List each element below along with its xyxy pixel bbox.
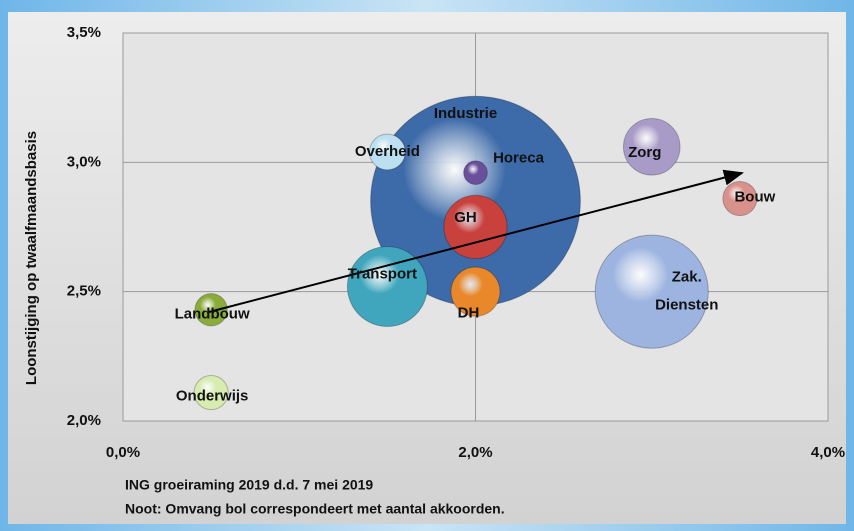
data-label: Zorg: [628, 144, 661, 161]
bubble: [193, 375, 229, 411]
data-label: Zak. Diensten: [655, 269, 718, 314]
note: Noot: Omvang bol correspondeert met aant…: [125, 501, 505, 517]
data-label: DH: [458, 305, 480, 322]
bubble: [346, 245, 428, 327]
x-tick-label: 4,0%: [811, 444, 845, 461]
bubble: [443, 194, 508, 260]
data-label: Industrie: [434, 105, 497, 122]
bubble: [594, 234, 709, 349]
bubble: [194, 293, 228, 327]
bubble: [368, 133, 406, 171]
data-label: Overheid: [355, 143, 420, 160]
y-tick-label: 2,5%: [67, 283, 101, 300]
y-tick-label: 3,5%: [67, 24, 101, 41]
data-label: Bouw: [734, 189, 775, 206]
bubble: [450, 266, 501, 317]
y-tick-label: 2,0%: [67, 412, 101, 429]
data-label: Onderwijs: [176, 388, 249, 405]
y-tick-label: 3,0%: [67, 153, 101, 170]
note: ING groeiraming 2019 d.d. 7 mei 2019: [125, 477, 373, 493]
x-tick-label: 2,0%: [458, 444, 492, 461]
data-label: Transport: [348, 265, 417, 282]
bubble: [622, 118, 681, 176]
bubble: [463, 160, 488, 186]
x-tick-label: 0,0%: [106, 444, 140, 461]
data-label: Landbouw: [175, 306, 250, 323]
data-label: Horeca: [493, 150, 545, 167]
data-label: GH: [454, 209, 477, 226]
y-axis-label: Loonstijging op twaalfmaandsbasis: [23, 131, 40, 385]
trend-arrow: [208, 169, 744, 313]
